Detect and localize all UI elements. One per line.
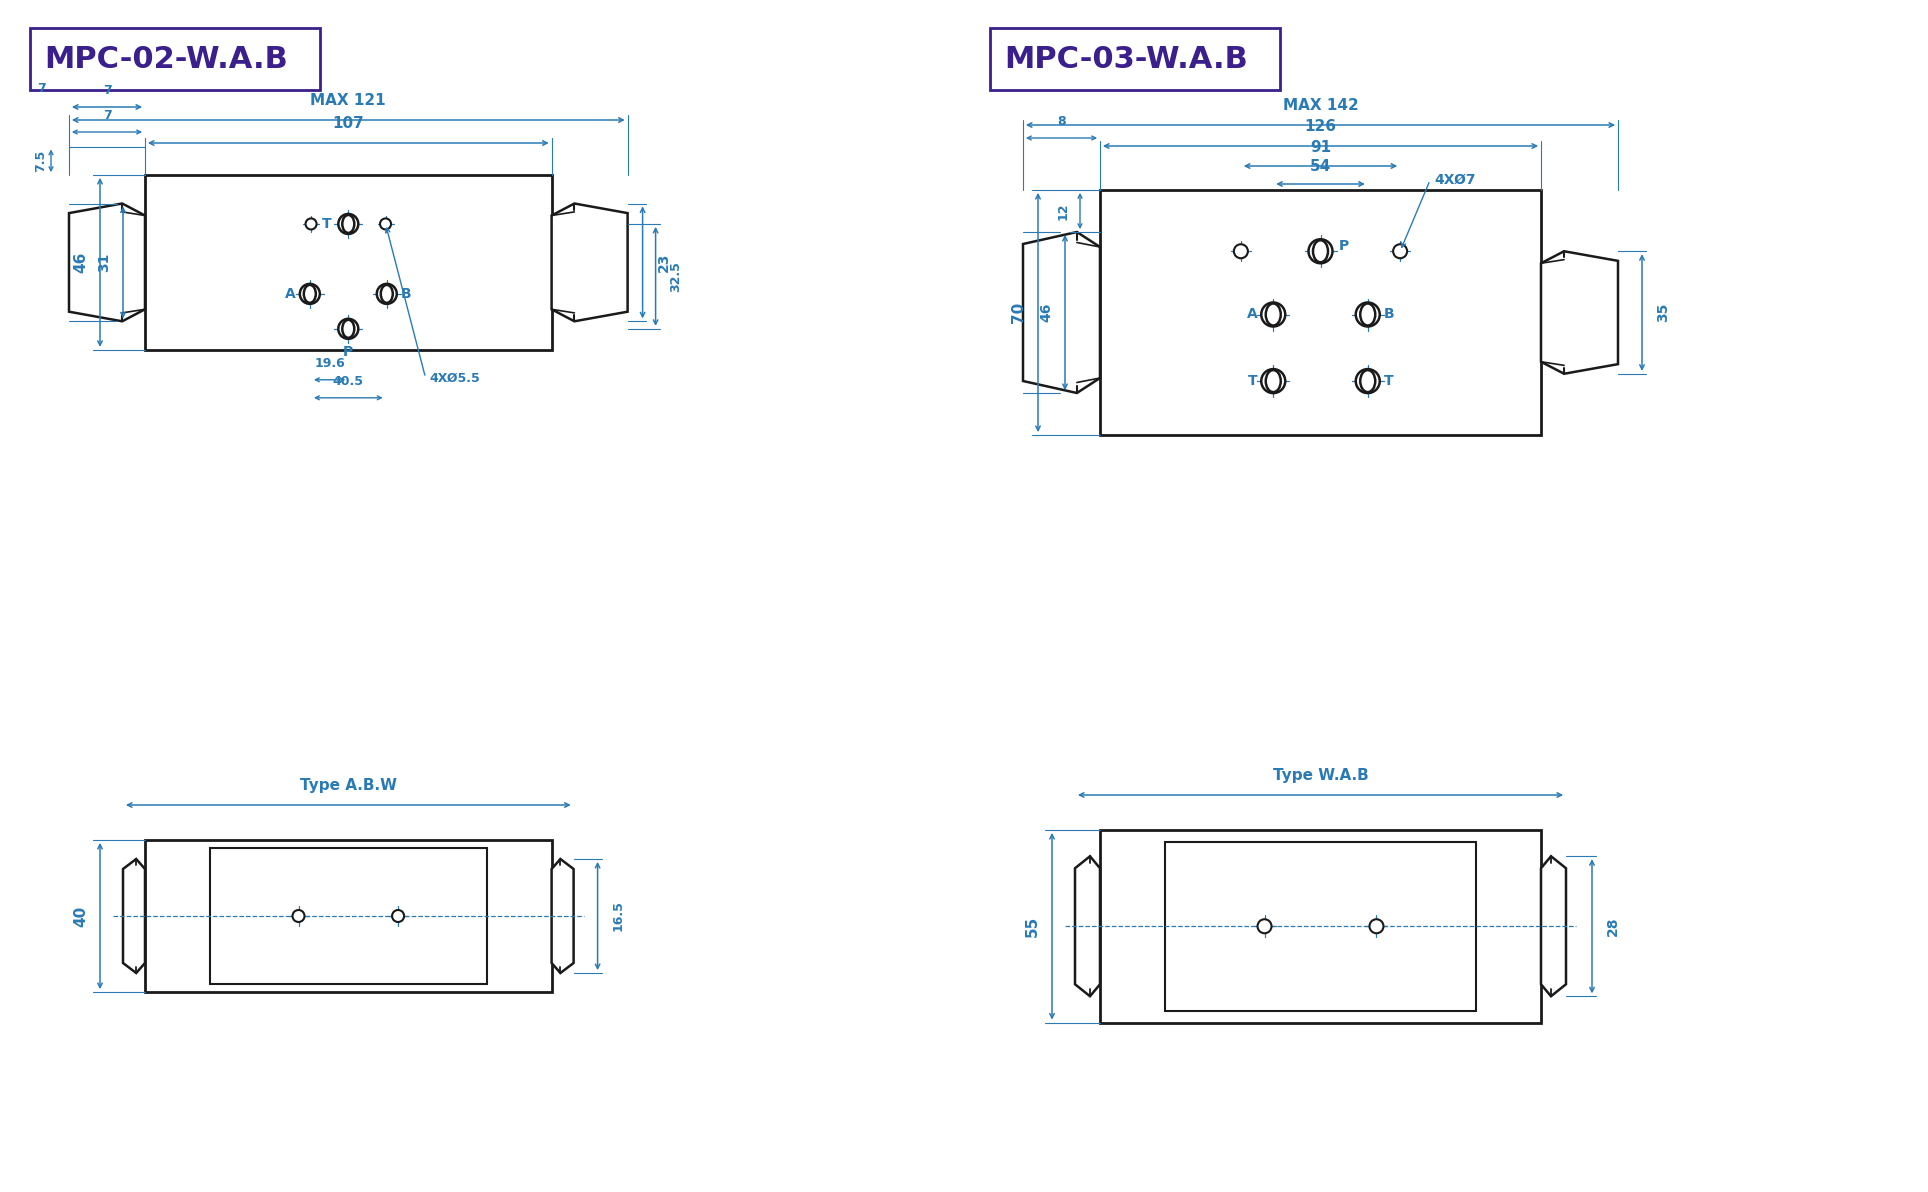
- Text: Type A.B.W: Type A.B.W: [299, 778, 397, 793]
- Ellipse shape: [343, 215, 355, 232]
- Text: MAX 121: MAX 121: [310, 93, 386, 108]
- Text: B: B: [401, 287, 411, 300]
- Polygon shape: [69, 204, 145, 322]
- Text: P: P: [1338, 240, 1350, 253]
- Text: 70: 70: [1010, 302, 1026, 323]
- Circle shape: [376, 284, 397, 304]
- Polygon shape: [1540, 856, 1566, 997]
- Text: Type W.A.B: Type W.A.B: [1272, 768, 1369, 783]
- Circle shape: [337, 213, 359, 234]
- Text: 126: 126: [1305, 119, 1336, 134]
- Text: 35: 35: [1656, 303, 1670, 322]
- Circle shape: [1355, 303, 1380, 327]
- Circle shape: [1261, 303, 1286, 327]
- Ellipse shape: [1361, 370, 1375, 392]
- Text: 28: 28: [1606, 917, 1620, 936]
- Circle shape: [1355, 370, 1380, 393]
- Bar: [31, 27, 320, 91]
- Text: A: A: [285, 287, 295, 300]
- Text: 7: 7: [102, 108, 112, 122]
- Ellipse shape: [343, 319, 355, 337]
- Text: MPC-03-W.A.B: MPC-03-W.A.B: [1004, 44, 1247, 74]
- Text: 40.5: 40.5: [334, 374, 364, 387]
- Polygon shape: [1540, 252, 1618, 374]
- Bar: [1165, 842, 1477, 1011]
- Circle shape: [391, 909, 405, 921]
- Polygon shape: [123, 859, 145, 973]
- Circle shape: [293, 909, 305, 921]
- Text: 16.5: 16.5: [611, 901, 625, 931]
- Text: B: B: [1384, 308, 1394, 322]
- Text: 46: 46: [73, 252, 89, 273]
- Text: 31: 31: [96, 253, 112, 272]
- Text: T: T: [1247, 374, 1257, 389]
- Ellipse shape: [305, 285, 316, 303]
- Text: T: T: [1384, 374, 1394, 389]
- Text: 19.6: 19.6: [314, 356, 345, 370]
- Text: A: A: [1247, 308, 1257, 322]
- Text: MAX 142: MAX 142: [1282, 98, 1359, 113]
- Text: P: P: [343, 344, 353, 359]
- Text: 40: 40: [73, 906, 89, 926]
- Circle shape: [1394, 244, 1407, 259]
- Bar: [210, 848, 486, 985]
- Text: 7: 7: [102, 83, 112, 97]
- Bar: [1101, 830, 1540, 1023]
- Polygon shape: [1024, 232, 1101, 393]
- Circle shape: [1261, 370, 1286, 393]
- Ellipse shape: [1267, 304, 1280, 325]
- Polygon shape: [1076, 856, 1101, 997]
- Circle shape: [337, 318, 359, 339]
- Circle shape: [1369, 919, 1384, 933]
- Circle shape: [380, 218, 391, 229]
- Bar: [1101, 190, 1540, 435]
- Circle shape: [1234, 244, 1247, 259]
- Circle shape: [301, 284, 320, 304]
- Polygon shape: [551, 859, 575, 973]
- Text: 107: 107: [332, 116, 364, 131]
- Bar: [145, 840, 551, 992]
- Text: 7: 7: [37, 82, 46, 95]
- Text: 7.5: 7.5: [35, 150, 48, 172]
- Ellipse shape: [1361, 304, 1375, 325]
- Text: 4XØ5.5: 4XØ5.5: [430, 371, 480, 384]
- Text: 54: 54: [1309, 159, 1330, 174]
- Text: 55: 55: [1026, 915, 1039, 937]
- Text: 4XØ7: 4XØ7: [1434, 173, 1475, 187]
- Text: 8: 8: [1057, 114, 1066, 128]
- Text: 91: 91: [1309, 139, 1330, 155]
- Text: 46: 46: [1039, 303, 1053, 322]
- Text: T: T: [322, 217, 332, 231]
- Circle shape: [1257, 919, 1272, 933]
- Bar: [145, 175, 551, 349]
- Text: 12: 12: [1057, 203, 1070, 219]
- Polygon shape: [551, 204, 629, 322]
- Ellipse shape: [1313, 241, 1328, 262]
- Text: MPC-02-W.A.B: MPC-02-W.A.B: [44, 44, 287, 74]
- Ellipse shape: [380, 285, 393, 303]
- Circle shape: [305, 218, 316, 229]
- Circle shape: [1309, 240, 1332, 263]
- Text: 32.5: 32.5: [669, 261, 683, 292]
- Bar: [989, 27, 1280, 91]
- Text: 23: 23: [657, 253, 671, 272]
- Ellipse shape: [1267, 370, 1280, 392]
